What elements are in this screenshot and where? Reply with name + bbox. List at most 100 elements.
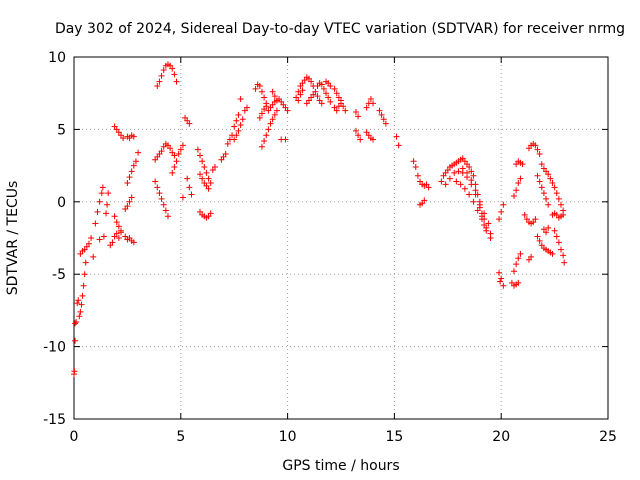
data-point (197, 152, 204, 159)
data-point (124, 203, 131, 210)
y-tick-label: -10 (43, 340, 66, 356)
data-point (79, 292, 86, 299)
data-point (179, 194, 186, 201)
data-point (327, 98, 334, 105)
data-point (261, 94, 268, 101)
data-point (75, 297, 82, 304)
data-point (543, 229, 550, 236)
data-point (543, 195, 550, 202)
data-point (85, 240, 92, 247)
grid (74, 57, 608, 419)
data-point (94, 208, 101, 215)
data-point (267, 120, 274, 127)
data-point (271, 93, 278, 100)
data-point (284, 107, 291, 114)
data-point (496, 269, 503, 276)
data-point (558, 201, 565, 208)
data-point (314, 93, 321, 100)
data-point (120, 135, 127, 142)
data-point (459, 165, 466, 172)
data-point (297, 91, 304, 98)
data-point (327, 82, 334, 89)
data-point (500, 282, 507, 289)
data-point (555, 195, 562, 202)
data-point (367, 95, 374, 102)
data-point (103, 210, 110, 217)
data-point (96, 198, 103, 205)
data-point (498, 208, 505, 215)
data-point (472, 187, 479, 194)
data-point (318, 100, 325, 107)
data-point (551, 227, 558, 234)
data-point (105, 190, 112, 197)
data-point (545, 171, 552, 178)
data-point (235, 111, 242, 118)
data-point (222, 151, 229, 158)
data-point (515, 279, 522, 286)
data-point (154, 82, 161, 89)
data-point (481, 210, 488, 217)
data-point (164, 213, 171, 220)
data-point (466, 164, 473, 171)
data-point (126, 174, 133, 181)
y-tick-label: -5 (52, 267, 66, 283)
x-tick-label: 25 (599, 429, 617, 445)
data-point (197, 171, 204, 178)
data-point (201, 164, 208, 171)
data-point (470, 172, 477, 179)
data-point (352, 127, 359, 134)
data-point (474, 207, 481, 214)
data-point (376, 107, 383, 114)
y-axis-label: SDTVAR / TECUs (5, 181, 21, 296)
data-point (73, 318, 80, 325)
data-point (414, 172, 421, 179)
data-point (538, 161, 545, 168)
data-point (160, 67, 167, 74)
data-point (233, 132, 240, 139)
data-point (355, 132, 362, 139)
data-point (325, 94, 332, 101)
data-point (88, 235, 95, 241)
data-point (534, 233, 541, 240)
data-point (80, 282, 87, 289)
data-point (224, 140, 231, 147)
data-point (158, 72, 165, 79)
data-point (461, 185, 468, 192)
data-point (135, 149, 142, 156)
data-point (536, 237, 543, 244)
data-point (496, 216, 503, 223)
data-point (96, 236, 103, 243)
data-point (261, 137, 268, 144)
data-point (312, 88, 319, 95)
data-point (100, 233, 107, 240)
data-point (92, 220, 99, 227)
data-points (71, 61, 568, 378)
data-point (451, 169, 458, 176)
data-point (553, 233, 560, 240)
data-point (333, 107, 340, 114)
data-point (237, 122, 244, 129)
y-tick-label: 0 (57, 195, 66, 211)
data-point (536, 151, 543, 158)
data-point (333, 90, 340, 97)
data-point (320, 85, 327, 92)
data-point (455, 168, 462, 175)
data-point (258, 88, 265, 95)
y-tick-label: 5 (57, 122, 66, 138)
data-point (258, 110, 265, 117)
data-point (184, 175, 191, 182)
data-point (525, 256, 532, 263)
data-point (513, 261, 520, 268)
data-point (72, 337, 79, 344)
data-point (555, 239, 562, 246)
data-point (90, 253, 97, 260)
data-point (231, 123, 238, 130)
data-point (338, 97, 344, 104)
data-point (81, 271, 88, 278)
data-point (549, 179, 556, 186)
data-point (295, 97, 302, 104)
data-point (393, 133, 400, 140)
data-point (171, 164, 178, 171)
data-point (532, 216, 539, 223)
data-point (442, 181, 449, 188)
